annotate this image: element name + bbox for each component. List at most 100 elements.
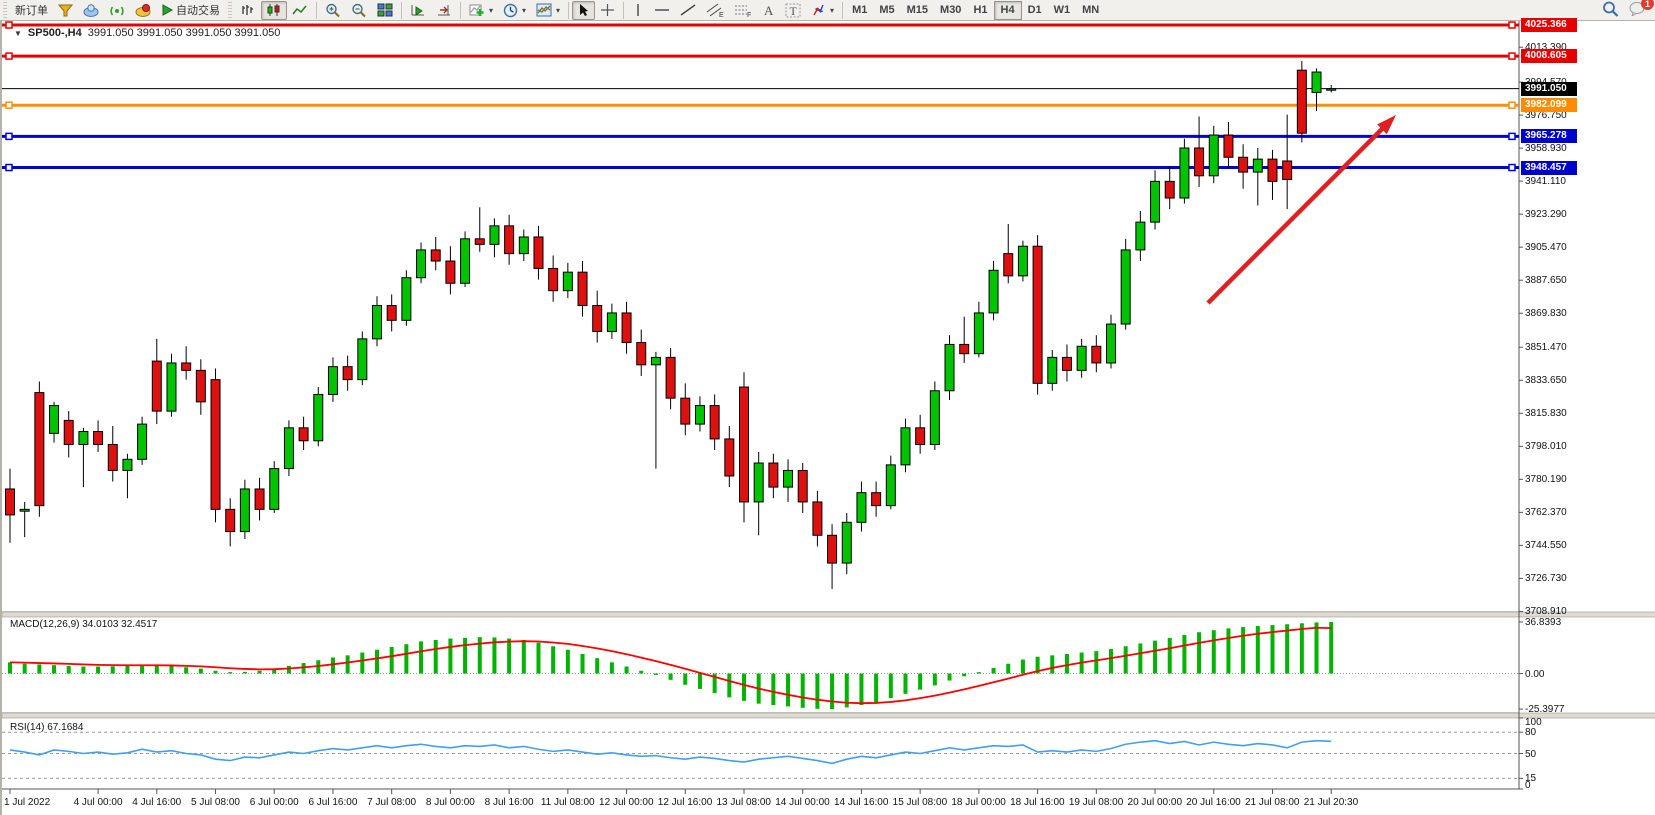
chart-canvas[interactable] (2, 21, 1655, 815)
new-order-button[interactable]: 新订单 (10, 1, 53, 20)
bar-chart-icon[interactable] (235, 1, 261, 20)
macd-histogram-bar (1314, 622, 1319, 674)
candlestick (357, 338, 368, 381)
time-axis-label[interactable]: 18 Jul 16:00 (1010, 797, 1065, 808)
text-icon[interactable]: A (757, 1, 780, 20)
time-axis-label[interactable]: 14 Jul 00:00 (775, 797, 830, 808)
time-axis-label[interactable]: 19 Jul 08:00 (1068, 797, 1124, 808)
line-handle[interactable] (1508, 21, 1516, 29)
line-handle[interactable] (1508, 101, 1516, 109)
candlestick (386, 305, 397, 321)
candlestick (166, 362, 177, 412)
zoom-in-icon[interactable] (320, 1, 346, 20)
line-handle[interactable] (1508, 132, 1516, 141)
price-level-badge: 4025.366 (1521, 18, 1577, 33)
search-icon[interactable] (1602, 1, 1619, 20)
candlestick (783, 469, 794, 488)
price-axis-tick-label: 3708.910 (1525, 606, 1567, 618)
equidistant-channel-icon[interactable]: E (701, 1, 729, 20)
signals-icon[interactable] (104, 1, 130, 20)
pane-splitter[interactable] (2, 712, 1655, 719)
text-label-icon[interactable]: T (780, 1, 806, 20)
horizontal-line-icon[interactable] (649, 1, 675, 20)
chart-shift-icon[interactable] (431, 1, 457, 20)
zoom-out-icon[interactable] (346, 1, 372, 20)
pane-splitter[interactable] (2, 611, 1655, 618)
periods-clock-button[interactable]: ▾ (498, 1, 531, 20)
time-axis-label[interactable]: 12 Jul 16:00 (657, 797, 713, 808)
arrows-object-button[interactable]: ▾ (806, 1, 839, 20)
candlestick (1238, 156, 1249, 173)
time-axis-label[interactable]: 13 Jul 08:00 (716, 797, 772, 808)
line-handle[interactable] (5, 163, 13, 172)
macd-histogram-bar (521, 639, 526, 674)
timeframe-button-mn[interactable]: MN (1082, 4, 1100, 16)
trend-line-icon[interactable] (675, 1, 701, 20)
line-handle[interactable] (5, 52, 13, 60)
timeframe-button-m15[interactable]: M15 (906, 4, 929, 16)
price-axis-tick-label: 3976.750 (1525, 110, 1567, 122)
market-icon[interactable] (130, 1, 156, 20)
time-axis-label[interactable]: 11 Jul 08:00 (540, 797, 595, 808)
macd-histogram-bar (1094, 651, 1099, 674)
time-axis-label[interactable]: 6 Jul 00:00 (249, 797, 299, 808)
time-axis-label[interactable]: 8 Jul 00:00 (425, 797, 475, 808)
time-axis-label[interactable]: 4 Jul 00:00 (73, 797, 123, 808)
timeframe-button-h1[interactable]: H1 (973, 4, 988, 16)
community-cloud-icon[interactable] (78, 1, 104, 20)
toolbar-grip[interactable] (228, 2, 232, 18)
candlestick (636, 342, 647, 366)
line-handle[interactable] (5, 21, 13, 29)
rsi-axis-tick-label: 100 (1525, 717, 1542, 728)
time-axis-label[interactable]: 18 Jul 00:00 (951, 797, 1006, 808)
time-axis-label[interactable]: 12 Jul 00:00 (599, 797, 654, 808)
macd-histogram-bar (477, 637, 482, 674)
crosshair-icon[interactable] (595, 1, 620, 20)
macd-histogram-bar (228, 672, 233, 674)
main-toolbar: 新订单 自动交易 (0, 0, 1655, 21)
timeframe-button-h4[interactable]: H4 (993, 0, 1022, 20)
candle-chart-icon[interactable] (261, 0, 287, 20)
time-axis-label[interactable]: 14 Jul 16:00 (833, 797, 889, 808)
chat-icon[interactable]: 1 (1629, 0, 1654, 19)
macd-histogram-bar (169, 665, 174, 674)
auto-scroll-icon[interactable] (405, 1, 431, 20)
time-axis-label[interactable]: 7 Jul 08:00 (367, 797, 417, 808)
timeframe-button-d1[interactable]: D1 (1027, 4, 1042, 16)
tile-windows-icon[interactable] (372, 1, 398, 20)
time-axis-label[interactable]: 8 Jul 16:00 (484, 797, 534, 808)
autotrading-button[interactable]: 自动交易 (156, 1, 225, 20)
line-chart-icon[interactable] (287, 1, 313, 20)
candlestick (416, 249, 427, 279)
fibonacci-icon[interactable]: F (729, 1, 757, 20)
line-handle[interactable] (1508, 163, 1516, 172)
time-axis-label[interactable]: 15 Jul 08:00 (892, 797, 948, 808)
line-handle[interactable] (1508, 52, 1516, 60)
line-handle[interactable] (5, 132, 13, 141)
timeframe-button-m5[interactable]: M5 (879, 4, 895, 16)
time-axis-label[interactable]: 20 Jul 16:00 (1186, 797, 1241, 808)
time-axis-label[interactable]: 5 Jul 08:00 (191, 797, 240, 808)
cursor-icon[interactable] (572, 0, 596, 20)
templates-button[interactable]: ▾ (531, 1, 565, 20)
candlestick (1223, 134, 1234, 158)
trend-arrow[interactable] (1206, 126, 1385, 305)
time-axis-label[interactable]: 21 Jul 08:00 (1244, 797, 1300, 808)
time-axis-label[interactable]: 20 Jul 00:00 (1127, 797, 1183, 808)
time-axis-label[interactable]: 6 Jul 16:00 (308, 797, 358, 808)
line-handle[interactable] (5, 101, 13, 109)
candlestick (548, 267, 559, 292)
timeframe-button-m30[interactable]: M30 (940, 4, 962, 16)
time-axis-label[interactable]: 4 Jul 16:00 (132, 797, 182, 808)
timeframe-button-w1[interactable]: W1 (1053, 4, 1071, 16)
time-axis-label[interactable]: 1 Jul 2022 (4, 797, 51, 808)
order-funnel-icon[interactable] (53, 1, 78, 20)
add-indicator-button[interactable]: ▾ (464, 1, 498, 20)
trend-arrow-head[interactable] (1377, 115, 1396, 135)
chart-menu-arrow[interactable]: ▼ (14, 28, 22, 38)
toolbar-grip[interactable] (3, 2, 7, 18)
vertical-line-icon[interactable] (627, 1, 649, 20)
timeframe-button-m1[interactable]: M1 (852, 4, 868, 16)
time-axis-label[interactable]: 21 Jul 20:30 (1303, 797, 1359, 808)
